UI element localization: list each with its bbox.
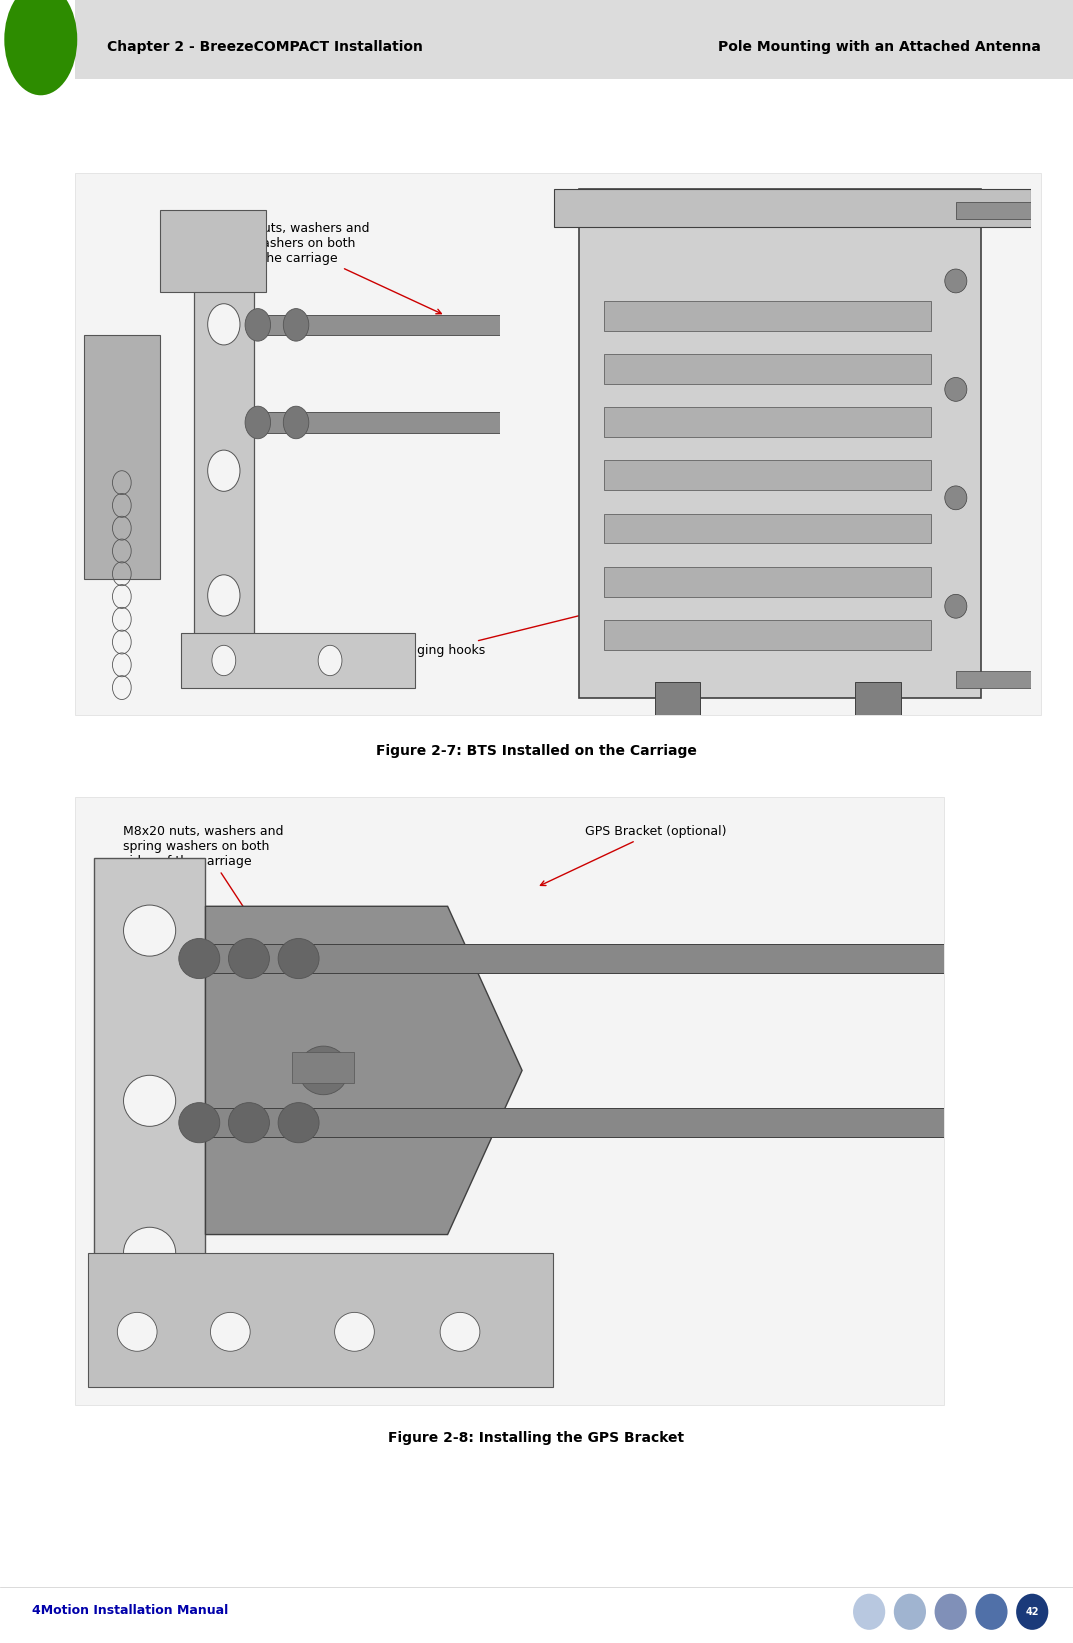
Bar bbox=[855, 682, 900, 715]
Circle shape bbox=[945, 269, 967, 292]
Circle shape bbox=[283, 406, 309, 439]
Bar bbox=[604, 460, 930, 490]
Circle shape bbox=[229, 1102, 269, 1144]
Circle shape bbox=[278, 938, 319, 979]
Circle shape bbox=[1033, 197, 1059, 223]
Bar bbox=[84, 335, 160, 580]
Bar bbox=[292, 1052, 354, 1083]
Bar bbox=[93, 858, 206, 1314]
Circle shape bbox=[945, 486, 967, 509]
Circle shape bbox=[208, 450, 240, 491]
Bar bbox=[655, 682, 700, 715]
Circle shape bbox=[123, 1075, 176, 1127]
Bar bbox=[604, 619, 930, 649]
Bar bbox=[956, 672, 1056, 687]
Text: Hanging hooks: Hanging hooks bbox=[392, 600, 640, 657]
Text: Figure 2-7: BTS Installed on the Carriage: Figure 2-7: BTS Installed on the Carriag… bbox=[376, 744, 697, 759]
Ellipse shape bbox=[1016, 1594, 1048, 1630]
Text: 42: 42 bbox=[1026, 1607, 1039, 1617]
Circle shape bbox=[245, 406, 270, 439]
Bar bbox=[604, 514, 930, 544]
Circle shape bbox=[210, 1313, 250, 1351]
Bar bbox=[194, 227, 253, 660]
Circle shape bbox=[179, 938, 220, 979]
Circle shape bbox=[945, 378, 967, 401]
Text: M8x20 nuts, washers and
spring washers on both
sides of the carriage: M8x20 nuts, washers and spring washers o… bbox=[123, 825, 284, 958]
Circle shape bbox=[1033, 665, 1059, 693]
Circle shape bbox=[179, 1102, 220, 1144]
Bar bbox=[956, 202, 1056, 219]
Circle shape bbox=[208, 304, 240, 345]
Bar bbox=[604, 567, 930, 596]
Circle shape bbox=[335, 1313, 374, 1351]
Text: M8x20 nuts, washers and
spring washers on both
sides of the carriage: M8x20 nuts, washers and spring washers o… bbox=[209, 222, 441, 314]
Ellipse shape bbox=[4, 0, 77, 95]
Bar bbox=[88, 1252, 554, 1387]
Circle shape bbox=[945, 595, 967, 618]
Bar bbox=[181, 633, 415, 687]
Circle shape bbox=[298, 1047, 349, 1094]
Bar bbox=[579, 189, 981, 698]
Circle shape bbox=[229, 938, 269, 979]
Bar bbox=[75, 0, 1073, 79]
Circle shape bbox=[440, 1313, 480, 1351]
Text: Figure 2-8: Installing the GPS Bracket: Figure 2-8: Installing the GPS Bracket bbox=[388, 1431, 685, 1446]
Circle shape bbox=[283, 309, 309, 342]
Circle shape bbox=[278, 1102, 319, 1144]
Bar bbox=[604, 355, 930, 384]
Ellipse shape bbox=[935, 1594, 967, 1630]
Bar bbox=[604, 407, 930, 437]
Circle shape bbox=[123, 905, 176, 956]
Circle shape bbox=[212, 646, 236, 675]
Bar bbox=[253, 314, 500, 335]
Bar bbox=[187, 1107, 944, 1137]
Circle shape bbox=[245, 309, 270, 342]
Text: Pole Mounting with an Attached Antenna: Pole Mounting with an Attached Antenna bbox=[718, 41, 1041, 54]
Ellipse shape bbox=[975, 1594, 1008, 1630]
Polygon shape bbox=[206, 907, 523, 1234]
Circle shape bbox=[319, 646, 342, 675]
Text: GPS Bracket (optional): GPS Bracket (optional) bbox=[541, 825, 726, 886]
Circle shape bbox=[123, 1227, 176, 1278]
Bar bbox=[160, 210, 266, 292]
Ellipse shape bbox=[894, 1594, 926, 1630]
Text: Chapter 2 - BreezeCOMPACT Installation: Chapter 2 - BreezeCOMPACT Installation bbox=[107, 41, 423, 54]
Bar bbox=[253, 412, 500, 432]
Circle shape bbox=[117, 1313, 157, 1351]
Circle shape bbox=[208, 575, 240, 616]
Text: 4Motion Installation Manual: 4Motion Installation Manual bbox=[32, 1604, 229, 1617]
Bar bbox=[75, 797, 944, 1405]
Bar bbox=[75, 173, 1041, 715]
Bar bbox=[187, 945, 944, 973]
Bar bbox=[604, 301, 930, 330]
Bar bbox=[554, 189, 1031, 227]
Ellipse shape bbox=[853, 1594, 885, 1630]
